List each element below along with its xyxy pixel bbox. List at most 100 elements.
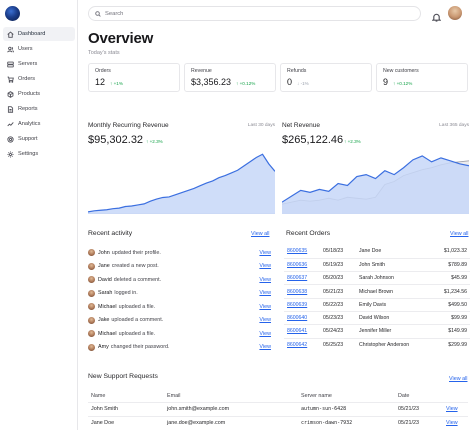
support-date: 05/21/23	[395, 416, 443, 430]
sidebar-item-label: Orders	[18, 76, 36, 82]
sidebar-item-label: Settings	[18, 151, 39, 157]
sidebar-item-dashboard[interactable]: Dashboard	[3, 27, 75, 41]
search-icon	[95, 10, 101, 17]
view-link[interactable]: View	[259, 330, 271, 337]
table-row: 8600635 05/18/23 Jane Doe $1,023.32	[284, 245, 470, 258]
activity-view-all-link[interactable]: View all	[251, 231, 270, 237]
view-link[interactable]: View	[259, 263, 271, 270]
table-row: 8600637 05/20/23 Sarah Johnson $45.99	[284, 271, 470, 285]
support-view-all-link[interactable]: View all	[449, 376, 468, 382]
page-title: Overview	[88, 30, 154, 47]
order-amount: $1,023.32	[443, 248, 467, 255]
order-id-link[interactable]: 8600637	[284, 271, 320, 285]
view-link[interactable]: View	[259, 344, 271, 351]
order-id-link[interactable]: 8600638	[284, 284, 320, 299]
sidebar-item-servers[interactable]: Servers	[3, 57, 75, 71]
table-row: Jane Doe jane.doe@example.com crimson-dawn…	[88, 416, 468, 430]
activity-user: Jake	[98, 317, 110, 324]
stat-label: Revenue	[191, 68, 212, 74]
sidebar-item-label: Users	[18, 46, 33, 52]
order-id-link[interactable]: 8600635	[287, 248, 308, 255]
sidebar-item-products[interactable]: Products	[3, 87, 75, 101]
notifications-button[interactable]	[431, 9, 442, 22]
stat-value: 12	[95, 77, 106, 87]
activity-description: created a new post.	[111, 263, 159, 270]
sidebar-item-label: Dashboard	[18, 31, 46, 37]
order-id-link[interactable]: 8600636	[284, 257, 320, 272]
orders-view-all-link[interactable]: View all	[450, 231, 469, 237]
activity-description: uploaded a comment.	[111, 317, 164, 324]
order-id-link[interactable]: 8600640	[284, 310, 320, 325]
page-subtitle: Today's stats	[88, 50, 120, 56]
stats-row: Orders 12 ↑ +1% Revenue $3,356.23 ↑ +0.1…	[88, 63, 468, 92]
support-name: John Smith	[88, 402, 164, 417]
activity-user: Amy	[98, 344, 109, 351]
activity-text: Jake uploaded a comment.	[98, 317, 259, 323]
order-customer: David Wilson	[356, 310, 432, 325]
sidebar-item-label: Products	[18, 91, 41, 97]
view-link[interactable]: View	[259, 290, 271, 297]
chart-value: $265,122.46	[282, 134, 344, 146]
support-email: jane.doe@example.com	[164, 416, 298, 430]
avatar	[88, 276, 95, 284]
order-amount: $45.99	[431, 271, 470, 285]
server-icon	[7, 61, 14, 67]
support-title: New Support Requests	[88, 373, 158, 380]
sidebar-item-label: Analytics	[18, 121, 41, 127]
chart-area-series-0	[282, 155, 469, 214]
sidebar-item-reports[interactable]: Reports	[3, 102, 75, 116]
order-amount: $149.99	[431, 324, 470, 339]
arrow-up-icon: ↑	[393, 81, 396, 86]
chart-range: Last 30 days	[247, 123, 275, 128]
sidebar-item-settings[interactable]: Settings	[3, 147, 75, 161]
stat-label: Orders	[95, 68, 111, 74]
view-link[interactable]: View	[259, 276, 271, 283]
view-link[interactable]: View	[259, 249, 271, 256]
column-header: Server name	[298, 390, 395, 403]
order-customer: Christopher Anderson	[356, 337, 432, 352]
view-link[interactable]: View	[443, 402, 468, 417]
arrow-up-icon: ↑	[236, 81, 239, 86]
order-customer: Sarah Johnson	[356, 271, 432, 285]
table-row: 8600638 05/21/23 Michael Brown $1,234.56	[284, 284, 470, 299]
order-id-link[interactable]: 8600639	[284, 297, 320, 312]
list-item: Amy changed their password. View	[88, 341, 271, 355]
order-amount: $499.50	[431, 297, 470, 312]
search-input[interactable]: Search	[88, 6, 421, 21]
column-header	[443, 390, 468, 403]
view-link[interactable]: View	[259, 317, 271, 324]
activity-text: Amy changed their password.	[98, 344, 259, 350]
cart-icon	[7, 76, 14, 83]
activity-user: Jane	[98, 263, 110, 270]
column-header: Date	[395, 390, 443, 403]
support-icon	[7, 135, 14, 143]
gear-icon	[7, 151, 14, 157]
stat-value: 9	[383, 77, 389, 87]
table-header-row: Name Email Server name Date	[88, 390, 468, 403]
table-row: 8600641 05/24/23 Jennifer Miller $149.99	[284, 324, 470, 339]
activity-title: Recent activity	[88, 230, 133, 237]
order-date: 05/25/23	[320, 337, 356, 352]
chart-range: Last 365 days	[439, 123, 469, 128]
stat-delta: ↓ -1%	[297, 81, 309, 86]
view-link[interactable]: View	[443, 416, 468, 430]
chart-delta: ↑ +2.3%	[344, 139, 361, 144]
activity-user: Sarah	[98, 290, 113, 297]
sidebar-item-orders[interactable]: Orders	[3, 72, 75, 86]
order-id-link[interactable]: 8600642	[284, 337, 320, 352]
avatar	[88, 289, 95, 297]
order-id-link[interactable]: 8600641	[284, 324, 320, 339]
order-date: 05/23/23	[320, 310, 356, 325]
app-logo[interactable]	[5, 6, 20, 21]
activity-user: Michael	[98, 330, 117, 337]
sidebar-item-support[interactable]: Support	[3, 132, 75, 146]
chart-line-series-0	[88, 153, 275, 213]
sidebar-item-analytics[interactable]: Analytics	[3, 117, 75, 131]
user-avatar[interactable]	[448, 6, 462, 20]
stat-delta: ↑ +0.12%	[393, 81, 413, 86]
activity-description: changed their password.	[110, 344, 170, 351]
sidebar-item-users[interactable]: Users	[3, 42, 75, 56]
arrow-up-icon: ↑	[110, 81, 113, 86]
order-customer: Michael Brown	[356, 284, 432, 299]
view-link[interactable]: View	[259, 303, 271, 310]
